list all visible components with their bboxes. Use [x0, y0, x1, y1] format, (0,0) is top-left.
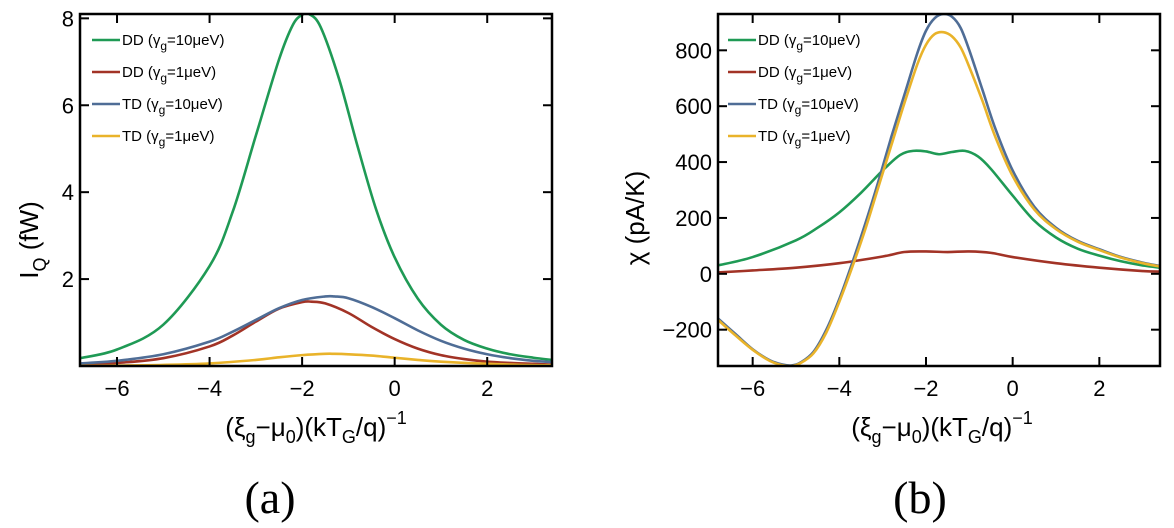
x-tick-label: −4	[197, 376, 222, 401]
legend-entry-td-10: TD (γg=10μeV)	[92, 96, 223, 117]
panel-a-xlabel: (ξg−μ0)(kTG/q)−1	[225, 408, 407, 447]
legend-label: TD (γg=1μeV)	[122, 128, 214, 149]
panel-a-legend: DD (γg=10μeV) DD (γg=1μeV) TD (γg=10μeV) TD…	[92, 32, 224, 149]
x-tick-label: −4	[827, 376, 852, 401]
x-tick-label: −2	[913, 376, 938, 401]
x-tick-label: 2	[1093, 376, 1105, 401]
legend-label: TD (γg=10μeV)	[758, 96, 859, 117]
legend-label: DD (γg=1μeV)	[758, 64, 852, 85]
legend-label: TD (γg=10μeV)	[122, 96, 223, 117]
legend-entry-dd-10: DD (γg=10μeV)	[728, 32, 860, 53]
panel-a-ticks: −6 −4 −2 0 2 2 4 6 8	[62, 6, 552, 401]
legend-entry-td-1: TD (γg=1μeV)	[728, 128, 850, 149]
panel-b-frame	[716, 12, 1162, 368]
legend-label: TD (γg=1μeV)	[758, 128, 850, 149]
series-line-dd-10	[718, 149, 1160, 269]
panel-a-curves	[80, 14, 552, 366]
y-tick-label: 4	[62, 180, 74, 205]
legend-entry-dd-1: DD (γg=1μeV)	[728, 64, 852, 85]
x-tick-label: 0	[389, 376, 401, 401]
panel-a-caption: (a)	[244, 472, 295, 523]
y-tick-label: 0	[700, 262, 712, 287]
legend-label: DD (γg=1μeV)	[122, 64, 216, 85]
legend-entry-dd-10: DD (γg=10μeV)	[92, 32, 224, 53]
x-tick-label: 2	[481, 376, 493, 401]
y-tick-label: 2	[62, 267, 74, 292]
panel-b-caption: (b)	[893, 472, 947, 523]
legend-entry-td-10: TD (γg=10μeV)	[728, 96, 859, 117]
panel-a: −6 −4 −2 0 2 2 4 6 8 DD (γg=10μeV) DD (γg=1μeV) TD…	[14, 6, 554, 523]
x-tick-label: −6	[740, 376, 765, 401]
legend-label: DD (γg=10μeV)	[122, 32, 224, 53]
panel-a-ylabel: IQ (fW)	[14, 201, 50, 279]
y-tick-label: 800	[675, 38, 712, 63]
series-line-td-1	[80, 352, 552, 366]
y-tick-label: 6	[62, 93, 74, 118]
panel-b-ticks: −6 −4 −2 0 2 −200 0 200 400 600 800	[662, 14, 1160, 401]
series-line-dd-10	[80, 14, 552, 362]
series-line-dd-1	[718, 250, 1160, 274]
legend-entry-td-1: TD (γg=1μeV)	[92, 128, 214, 149]
x-tick-label: −6	[104, 376, 129, 401]
panel-b-xlabel: (ξg−μ0)(kTG/q)−1	[851, 408, 1033, 447]
panel-b-legend: DD (γg=10μeV) DD (γg=1μeV) TD (γg=10μeV) TD…	[728, 32, 860, 149]
panel-b-ylabel: χ (pA/K)	[620, 171, 650, 266]
legend-label: DD (γg=10μeV)	[758, 32, 860, 53]
legend-entry-dd-1: DD (γg=1μeV)	[92, 64, 216, 85]
x-tick-label: 0	[1007, 376, 1019, 401]
y-tick-label: −200	[662, 318, 712, 343]
y-tick-label: 400	[675, 150, 712, 175]
panel-a-frame	[78, 12, 554, 368]
y-tick-label: 200	[675, 206, 712, 231]
series-line-td-10	[80, 294, 552, 365]
x-tick-label: −2	[290, 376, 315, 401]
series-line-dd-1	[80, 300, 552, 366]
y-tick-label: 8	[62, 6, 74, 31]
series-line-td-1	[718, 30, 1160, 366]
y-tick-label: 600	[675, 94, 712, 119]
